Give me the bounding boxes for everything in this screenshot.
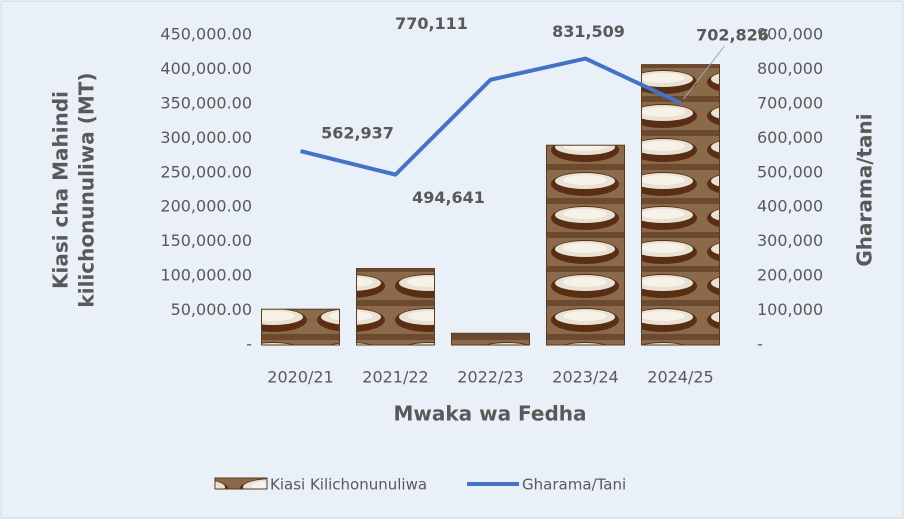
y-axis-title: Kiasi cha Mahindi — [49, 91, 73, 289]
y-tick-label: - — [246, 335, 252, 354]
data-label: 562,937 — [321, 124, 394, 143]
y-tick-label: 50,000.00 — [171, 300, 252, 319]
y-tick-label: 250,000.00 — [160, 162, 252, 181]
legend-label: Gharama/Tani — [522, 476, 626, 494]
data-label: 770,111 — [395, 14, 468, 33]
y-tick-label: 300,000.00 — [160, 128, 252, 147]
y-tick-label: 100,000.00 — [160, 266, 252, 285]
x-axis-title: Mwaka wa Fedha — [393, 402, 586, 426]
x-tick-label: 2022/23 — [457, 368, 523, 387]
line — [300, 56, 682, 177]
y-tick-label: 450,000.00 — [160, 25, 252, 44]
legend-swatch — [214, 477, 268, 490]
leader-line — [683, 45, 725, 100]
data-label: 831,509 — [552, 22, 625, 41]
bar — [261, 308, 340, 346]
y2-tick-label: 800,000 — [757, 59, 823, 78]
y-tick-label: 200,000.00 — [160, 197, 252, 216]
y-tick-label: 150,000.00 — [160, 231, 252, 250]
bar — [641, 64, 720, 346]
y-axis-title: kilichonunuliwa (MT) — [75, 72, 99, 307]
x-tick-label: 2024/25 — [647, 368, 713, 387]
x-tick-label: 2021/22 — [362, 368, 428, 387]
y-tick-label: 350,000.00 — [160, 93, 252, 112]
y2-tick-label: 400,000 — [757, 197, 823, 216]
data-label: 494,641 — [412, 188, 485, 207]
bar — [546, 144, 625, 346]
y2-tick-label: 500,000 — [757, 162, 823, 181]
x-tick-label: 2020/21 — [267, 368, 333, 387]
y2-tick-label: 600,000 — [757, 128, 823, 147]
legend-label: Kiasi Kilichonunuliwa — [270, 476, 427, 494]
y2-tick-label: - — [757, 335, 763, 354]
bar — [356, 268, 435, 346]
y2-tick-label: 200,000 — [757, 266, 823, 285]
data-label: 702,826 — [696, 25, 769, 44]
x-tick-label: 2023/24 — [552, 368, 618, 387]
y2-axis-title: Gharama/tani — [853, 113, 877, 266]
y2-tick-label: 700,000 — [757, 93, 823, 112]
bar — [451, 332, 530, 346]
y2-tick-label: 100,000 — [757, 300, 823, 319]
y2-tick-label: 900,000 — [757, 25, 823, 44]
y2-tick-label: 300,000 — [757, 231, 823, 250]
y-tick-label: 400,000.00 — [160, 59, 252, 78]
